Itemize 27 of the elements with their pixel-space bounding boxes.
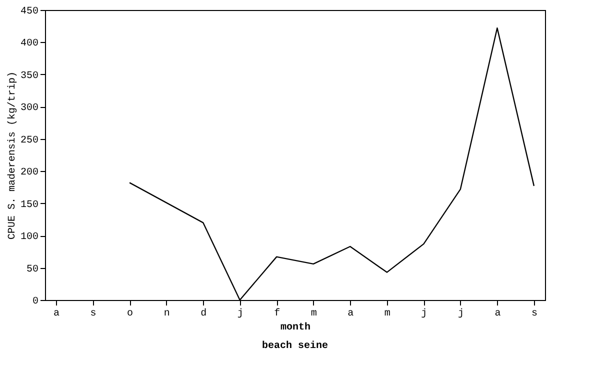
x-tick-label: a: [348, 308, 354, 320]
x-tick-label: n: [164, 308, 170, 320]
x-tick-label: a: [494, 308, 501, 320]
x-tick-label: s: [531, 308, 538, 320]
x-tick-label: s: [90, 308, 96, 320]
y-tick-label: 350: [20, 70, 38, 82]
x-tick-label: o: [127, 308, 134, 320]
y-tick-label: 50: [26, 264, 38, 276]
y-tick-label: 0: [32, 296, 38, 308]
x-tick-label: j: [421, 308, 428, 320]
y-tick-label: 100: [20, 232, 38, 244]
y-tick-label: 250: [20, 135, 38, 146]
x-axis-title: month: [280, 322, 311, 334]
x-tick-label: j: [237, 308, 244, 320]
y-tick-label: 150: [20, 200, 38, 211]
x-tick-label: m: [310, 308, 317, 320]
y-tick-label: 200: [20, 168, 38, 179]
x-tick-label: a: [54, 308, 60, 320]
x-tick-label: f: [274, 308, 280, 320]
text: beach seine: [262, 340, 328, 352]
y-tick-label: 300: [20, 103, 38, 114]
y-axis-title: CPUE S. maderensis (kg/trip): [6, 71, 18, 240]
y-tick-label: 450: [20, 6, 38, 18]
x-tick-label: j: [458, 308, 464, 320]
y-tick-label: 400: [20, 38, 38, 50]
x-tick-label: d: [200, 308, 207, 320]
x-tick-label: m: [384, 308, 390, 320]
